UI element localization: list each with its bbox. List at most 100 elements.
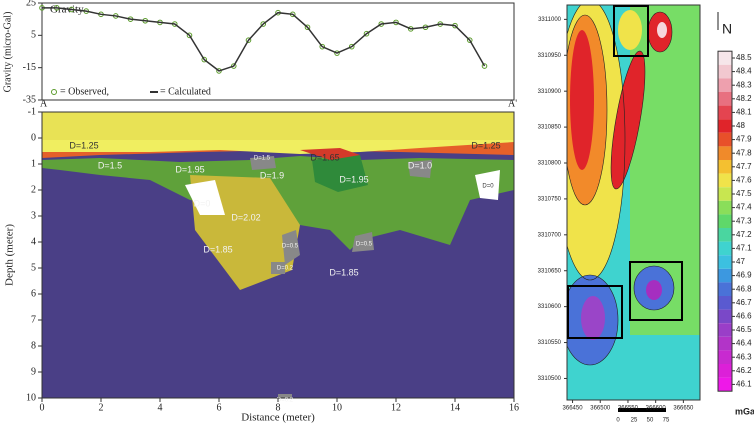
- y-tick-label: 2: [31, 184, 36, 195]
- colorbar-cell: [718, 364, 732, 378]
- scale-label: 25: [631, 418, 638, 424]
- colorbar-cell: [718, 336, 732, 351]
- colorbar-cell: [718, 78, 732, 92]
- y-tick-label: 6: [31, 288, 36, 299]
- x-tick-label: 366450: [563, 406, 584, 412]
- colorbar-tick-label: 47.9: [736, 135, 752, 144]
- anomaly-box: [629, 261, 683, 321]
- density-label: D=0.2: [277, 398, 294, 404]
- y-tick-label: 3310800: [538, 161, 562, 167]
- colorbar-cell: [718, 323, 732, 337]
- observed-point: [201, 56, 208, 63]
- grey-body: [408, 160, 432, 178]
- density-label: D=0: [194, 198, 211, 208]
- map-yellow-top: [618, 10, 642, 50]
- x-tick-label: 14: [450, 402, 460, 413]
- x-tick-label: 366650: [673, 406, 694, 412]
- scale-label: 0: [616, 418, 620, 424]
- grey-body: [352, 232, 374, 252]
- x-tick-label: 6: [217, 402, 222, 413]
- colorbar-tick-label: 47.2: [736, 230, 752, 239]
- colorbar-tick-label: 47.5: [736, 189, 752, 198]
- section-x-label: Distance (meter): [241, 412, 315, 424]
- map-purple-right: [646, 280, 662, 300]
- scale-label: 75: [663, 418, 670, 424]
- contour-lines: [567, 5, 675, 366]
- section-bodies: [42, 112, 514, 398]
- y-tick-label: 5: [31, 30, 36, 41]
- colorbar-tick-label: 46.3: [736, 352, 752, 361]
- y-tick-label: 7: [31, 314, 36, 325]
- density-label: D=1.9: [260, 170, 284, 180]
- colorbar-tick-label: 47.3: [736, 216, 752, 225]
- density-label: D=1.65: [310, 152, 339, 162]
- colorbar-cell: [718, 200, 732, 215]
- y-tick-label: 3310900: [538, 89, 562, 95]
- density-label: D=1.5: [254, 156, 271, 162]
- colorbar-tick-label: 46.6: [736, 312, 752, 321]
- observed-point: [186, 32, 193, 39]
- density-label: D=1.85: [329, 267, 358, 277]
- anomaly-box: [613, 5, 649, 57]
- colorbar-tick-label: 46.9: [736, 271, 752, 280]
- colorbar-tick-label: 48.3: [736, 80, 752, 89]
- density-label: D=1.85: [203, 244, 232, 254]
- map-peak: [657, 22, 667, 38]
- grey-body: [282, 230, 300, 265]
- gravity-y-label: Gravity (micro-Gal): [2, 12, 13, 93]
- colorbar-cell: [718, 187, 732, 201]
- y-tick-label: -15: [23, 62, 36, 73]
- grey-body: [250, 156, 276, 170]
- x-tick-label: 10: [332, 402, 342, 413]
- density-label: D=1.0: [408, 160, 432, 170]
- observed-point: [363, 30, 370, 37]
- colorbar-cell: [718, 173, 732, 188]
- x-tick-label: 366550: [618, 406, 639, 412]
- anomaly-box: [567, 285, 623, 339]
- x-tick-label: 366500: [590, 406, 611, 412]
- contour-fill: [567, 5, 700, 400]
- x-tick-label: 2: [99, 402, 104, 413]
- density-label: D=1.95: [339, 174, 368, 184]
- x-tick-label: 16: [509, 402, 519, 413]
- y-tick-label: 8: [31, 340, 36, 351]
- y-tick-label: 3310600: [538, 304, 562, 310]
- grey-body: [278, 394, 292, 398]
- colorbar-cell: [718, 105, 732, 120]
- y-tick-label: 5: [31, 262, 36, 273]
- colorbar-tick-label: 47.6: [736, 176, 752, 185]
- colorbar-tick-label: 47.4: [736, 203, 752, 212]
- y-tick-label: 3310950: [538, 53, 562, 59]
- observed-point: [304, 24, 311, 31]
- colorbar-cell: [718, 268, 732, 283]
- colorbar-tick-label: 46.1: [736, 380, 752, 389]
- y-tick-label: 3310850: [538, 125, 562, 131]
- density-label: D=1.25: [69, 140, 98, 150]
- colorbar-tick-label: 47.1: [736, 244, 752, 253]
- observed-point: [481, 63, 488, 69]
- y-tick-label: 10: [26, 392, 36, 403]
- observed-point: [260, 21, 267, 27]
- y-tick-label: 3310700: [538, 232, 562, 238]
- colorbar-label: mGal: [735, 406, 754, 416]
- colorbar-cell: [718, 296, 732, 310]
- colorbar-tick-label: 46.5: [736, 325, 752, 334]
- colorbar-tick-label: 46.2: [736, 366, 752, 375]
- y-tick-label: 1: [31, 158, 36, 169]
- void-body: [185, 180, 225, 215]
- map-red-strip: [611, 51, 645, 189]
- y-tick-label: 3310500: [538, 376, 562, 382]
- section-y-label: Depth (meter): [4, 224, 16, 286]
- colorbar-tick-label: 48.5: [736, 53, 752, 62]
- colorbar-tick-label: 46.4: [736, 339, 752, 348]
- observed-point: [334, 50, 340, 56]
- density-label: D=0.5: [282, 244, 299, 250]
- colorbar-cell: [718, 214, 732, 228]
- colorbar-tick-label: 48: [736, 121, 745, 130]
- density-label: D=1.95: [175, 164, 204, 174]
- y-tick-label: -1: [28, 106, 36, 117]
- colorbar-cell: [718, 132, 732, 147]
- density-label: D=2.02: [231, 212, 260, 222]
- x-tick-label: 4: [158, 402, 163, 413]
